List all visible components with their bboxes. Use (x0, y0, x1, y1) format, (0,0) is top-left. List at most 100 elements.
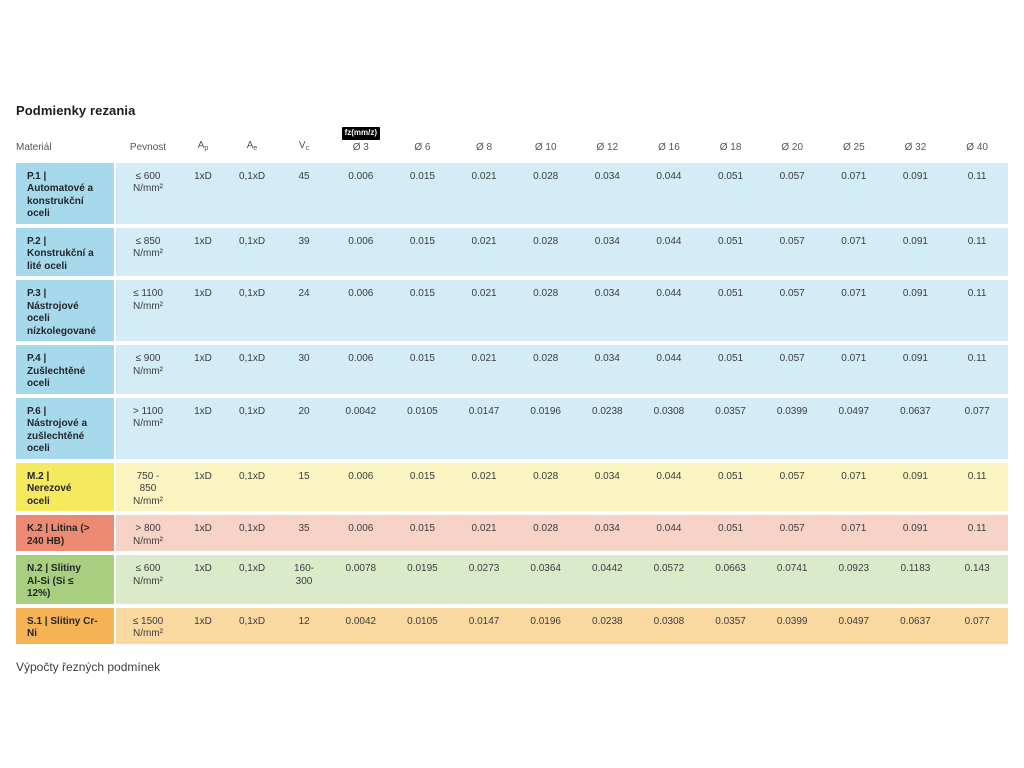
fz-cell: 0.0042 (330, 397, 392, 459)
fz-cell: 0.057 (761, 462, 823, 512)
table-row: P.3 | Nástrojové oceli nízkolegované ≤ 11… (16, 280, 1008, 342)
ae-cell: 0,1xD (226, 162, 278, 224)
fz-cell: 0.006 (330, 345, 392, 394)
fz-cell: 0.077 (946, 397, 1008, 459)
fz-cell: 0.006 (330, 515, 392, 552)
fz-cell: 0.006 (330, 162, 392, 224)
fz-cell: 0.034 (576, 162, 639, 224)
fz-cell: 0.0308 (638, 397, 700, 459)
table-row: P.1 | Automatové a konstrukční oceli ≤ 60… (16, 162, 1008, 224)
fz-cell: 0.071 (823, 227, 885, 277)
pevnost-cell: 750 - 850 N/mm² (116, 462, 180, 512)
fz-cell: 0.0042 (330, 607, 392, 644)
fz-cell: 0.015 (391, 462, 454, 512)
fz-cell: 0.057 (761, 515, 823, 552)
fz-cell: 0.044 (638, 227, 700, 277)
fz-cell: 0.021 (453, 345, 515, 394)
fz-cell: 0.015 (391, 227, 454, 277)
header-row: Materiál Pevnost Ap Ae Vc fz(mm/z) Ø 3 Ø… (16, 127, 1008, 159)
fz-cell: 0.044 (638, 345, 700, 394)
fz-unit-badge: fz(mm/z) (341, 127, 381, 140)
col-header-d16: Ø 16 (638, 127, 700, 159)
fz-cell: 0.021 (453, 280, 515, 342)
fz-cell: 0.0308 (638, 607, 700, 644)
fz-cell: 0.0273 (453, 555, 515, 604)
material-cell: S.1 | Slitiny Cr- Ni (16, 607, 116, 644)
fz-cell: 0.015 (391, 162, 454, 224)
vc-cell: 15 (278, 462, 330, 512)
col-header-d6: Ø 6 (391, 127, 454, 159)
fz-cell: 0.051 (699, 345, 762, 394)
vc-cell: 45 (278, 162, 330, 224)
ae-cell: 0,1xD (226, 607, 278, 644)
fz-cell: 0.006 (330, 462, 392, 512)
vc-cell: 30 (278, 345, 330, 394)
fz-cell: 0.051 (699, 280, 762, 342)
fz-cell: 0.091 (884, 515, 947, 552)
table-body: P.1 | Automatové a konstrukční oceli ≤ 60… (16, 162, 1008, 644)
fz-cell: 0.0105 (391, 397, 454, 459)
fz-cell: 0.051 (699, 462, 762, 512)
fz-cell: 0.015 (391, 515, 454, 552)
fz-cell: 0.071 (823, 515, 885, 552)
fz-cell: 0.091 (884, 162, 947, 224)
fz-cell: 0.021 (453, 462, 515, 512)
fz-cell: 0.0195 (391, 555, 454, 604)
vc-cell: 35 (278, 515, 330, 552)
vc-cell: 160- 300 (278, 555, 330, 604)
fz-cell: 0.0196 (514, 397, 577, 459)
fz-cell: 0.044 (638, 162, 700, 224)
col-header-d12: Ø 12 (576, 127, 639, 159)
fz-cell: 0.0147 (453, 607, 515, 644)
ap-cell: 1xD (180, 162, 226, 224)
col-header-d8: Ø 8 (453, 127, 515, 159)
fz-cell: 0.091 (884, 462, 947, 512)
fz-cell: 0.057 (761, 345, 823, 394)
vc-cell: 20 (278, 397, 330, 459)
fz-cell: 0.015 (391, 345, 454, 394)
fz-cell: 0.0238 (576, 607, 639, 644)
col-header-d20: Ø 20 (761, 127, 823, 159)
fz-cell: 0.0572 (638, 555, 700, 604)
col-header-d32: Ø 32 (884, 127, 947, 159)
fz-cell: 0.0923 (823, 555, 885, 604)
material-cell: P.3 | Nástrojové oceli nízkolegované (16, 280, 116, 342)
ae-cell: 0,1xD (226, 280, 278, 342)
material-cell: P.6 | Nástrojové a zušlechtěné oceli (16, 397, 116, 459)
col-header-ap: Ap (180, 127, 226, 159)
ae-cell: 0,1xD (226, 555, 278, 604)
col-header-vc: Vc (278, 127, 330, 159)
fz-cell: 0.0741 (761, 555, 823, 604)
fz-cell: 0.028 (514, 462, 577, 512)
fz-cell: 0.0399 (761, 607, 823, 644)
ap-cell: 1xD (180, 280, 226, 342)
fz-cell: 0.034 (576, 227, 639, 277)
fz-cell: 0.11 (946, 280, 1008, 342)
fz-cell: 0.015 (391, 280, 454, 342)
fz-cell: 0.006 (330, 280, 392, 342)
pevnost-cell: > 800 N/mm² (116, 515, 180, 552)
ap-cell: 1xD (180, 607, 226, 644)
pevnost-cell: ≤ 1500 N/mm² (116, 607, 180, 644)
pevnost-cell: ≤ 600 N/mm² (116, 162, 180, 224)
ap-cell: 1xD (180, 555, 226, 604)
fz-cell: 0.0196 (514, 607, 577, 644)
fz-cell: 0.057 (761, 227, 823, 277)
fz-cell: 0.0147 (453, 397, 515, 459)
fz-cell: 0.034 (576, 280, 639, 342)
fz-cell: 0.0637 (884, 607, 947, 644)
ae-cell: 0,1xD (226, 227, 278, 277)
material-cell: K.2 | Litina (> 240 HB) (16, 515, 116, 552)
fz-cell: 0.091 (884, 227, 947, 277)
table-row: N.2 | Slitiny Al-Si (Si ≤ 12%) ≤ 600 N/mm… (16, 555, 1008, 604)
fz-cell: 0.028 (514, 515, 577, 552)
footer-text: Výpočty řezných podmínek (16, 659, 161, 674)
fz-cell: 0.021 (453, 162, 515, 224)
fz-cell: 0.028 (514, 280, 577, 342)
fz-cell: 0.0357 (699, 607, 762, 644)
fz-cell: 0.0637 (884, 397, 947, 459)
fz-cell: 0.11 (946, 162, 1008, 224)
table-row: P.2 | Konstrukční a lité oceli ≤ 850 N/mm… (16, 227, 1008, 277)
vc-cell: 24 (278, 280, 330, 342)
fz-cell: 0.11 (946, 345, 1008, 394)
